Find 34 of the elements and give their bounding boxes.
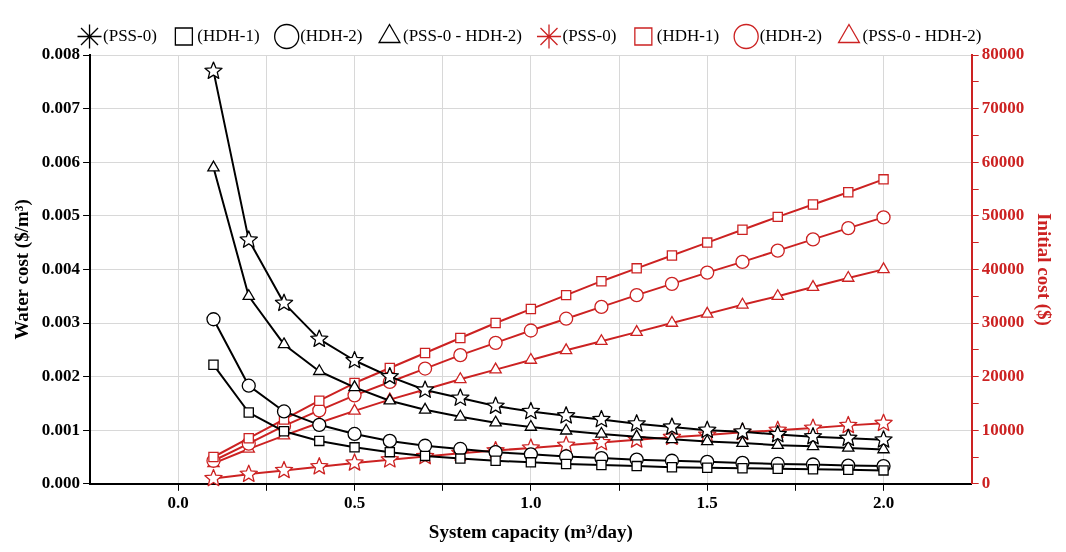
y-axis-title: Water cost ($/m³) (11, 199, 34, 340)
legend-label: (PSS-0 - HDH-2) (403, 25, 522, 45)
legend-label: (HDH-2) (759, 25, 822, 45)
legend-label: (HDH-1) (656, 25, 720, 45)
y2-tick-label: 70000 (981, 97, 1025, 117)
legend-label: (PSS-0 - HDH-2) (862, 25, 982, 45)
y2-tick-label: 0 (981, 473, 991, 493)
legend-label: (HDH-2) (300, 25, 363, 45)
legend-label: (PSS-0) (103, 25, 157, 45)
y-tick-label: 0.003 (41, 312, 81, 332)
y-tick-label: 0.001 (41, 419, 81, 439)
y2-tick-label: 40000 (981, 258, 1025, 278)
legend-label: (PSS-0) (562, 25, 617, 45)
x-tick-label: 0.5 (343, 493, 366, 513)
legend-label: (HDH-1) (197, 25, 260, 45)
x-tick-label: 1.5 (696, 493, 718, 513)
y-tick-label: 0.004 (41, 258, 81, 278)
y-tick-label: 0.000 (41, 473, 81, 493)
x-tick-label: 2.0 (872, 493, 895, 513)
y-tick-label: 0.002 (41, 365, 81, 385)
y2-tick-label: 80000 (981, 44, 1025, 64)
y-tick-label: 0.007 (41, 97, 81, 117)
x-tick-label: 0.0 (167, 493, 189, 513)
y2-tick-label: 10000 (981, 419, 1025, 439)
y-tick-label: 0.006 (41, 151, 81, 171)
y2-tick-label: 30000 (981, 312, 1025, 332)
y-tick-label: 0.005 (41, 205, 81, 225)
y-tick-label: 0.008 (41, 44, 81, 64)
x-tick-label: 1.0 (520, 493, 542, 513)
y2-tick-label: 20000 (981, 365, 1025, 385)
y2-tick-label: 50000 (981, 205, 1025, 225)
y2-axis-title: Initial cost ($) (1032, 212, 1055, 326)
x-axis-title: System capacity (m³/day) (428, 520, 633, 543)
y2-tick-label: 60000 (981, 151, 1025, 171)
